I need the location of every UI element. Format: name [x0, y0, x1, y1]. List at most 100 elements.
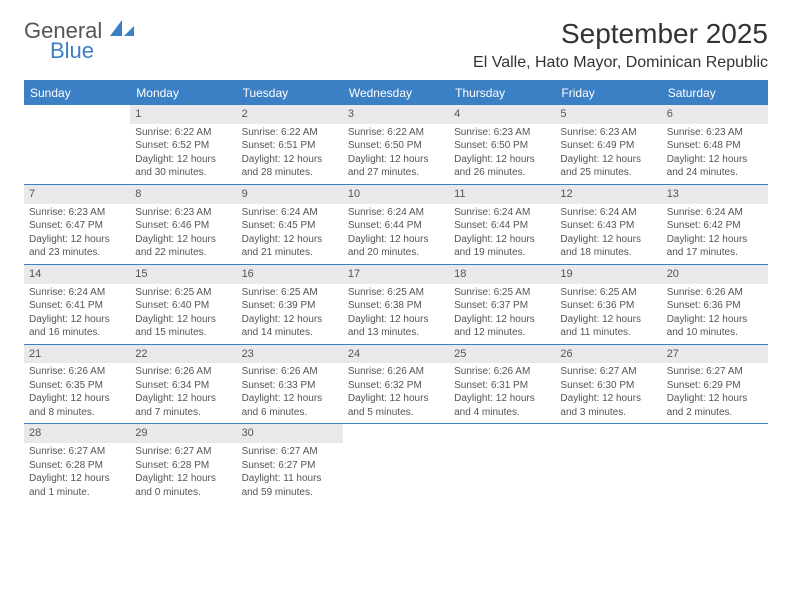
sunrise-text: Sunrise: 6:24 AM	[237, 206, 343, 220]
sunrise-text: Sunrise: 6:25 AM	[343, 286, 449, 300]
sunrise-text: Sunrise: 6:22 AM	[343, 126, 449, 140]
day-header-cell: Tuesday	[237, 82, 343, 104]
day-cell: 13Sunrise: 6:24 AMSunset: 6:42 PMDayligh…	[662, 184, 768, 264]
sunrise-text: Sunrise: 6:25 AM	[130, 286, 236, 300]
empty-cell	[449, 423, 555, 503]
sunset-text: Sunset: 6:34 PM	[130, 379, 236, 393]
empty-cell	[24, 104, 130, 184]
daylight-text: Daylight: 12 hours and 10 minutes.	[662, 313, 768, 340]
day-cell: 7Sunrise: 6:23 AMSunset: 6:47 PMDaylight…	[24, 184, 130, 264]
daylight-text: Daylight: 12 hours and 17 minutes.	[662, 233, 768, 260]
daylight-text: Daylight: 12 hours and 2 minutes.	[662, 392, 768, 419]
day-header-cell: Thursday	[449, 82, 555, 104]
sunset-text: Sunset: 6:32 PM	[343, 379, 449, 393]
sunrise-text: Sunrise: 6:24 AM	[449, 206, 555, 220]
week-row: 14Sunrise: 6:24 AMSunset: 6:41 PMDayligh…	[24, 264, 768, 344]
logo-text: General Blue	[24, 18, 136, 62]
day-header-cell: Saturday	[662, 82, 768, 104]
day-cell: 3Sunrise: 6:22 AMSunset: 6:50 PMDaylight…	[343, 104, 449, 184]
daylight-text: Daylight: 12 hours and 21 minutes.	[237, 233, 343, 260]
page-title: September 2025	[473, 18, 768, 50]
sunrise-text: Sunrise: 6:26 AM	[237, 365, 343, 379]
day-number	[343, 423, 449, 440]
week-row: 28Sunrise: 6:27 AMSunset: 6:28 PMDayligh…	[24, 423, 768, 503]
daylight-text: Daylight: 12 hours and 7 minutes.	[130, 392, 236, 419]
day-cell: 9Sunrise: 6:24 AMSunset: 6:45 PMDaylight…	[237, 184, 343, 264]
sunrise-text: Sunrise: 6:26 AM	[449, 365, 555, 379]
sunrise-text: Sunrise: 6:23 AM	[662, 126, 768, 140]
day-number: 7	[24, 184, 130, 204]
day-number: 14	[24, 264, 130, 284]
day-cell: 14Sunrise: 6:24 AMSunset: 6:41 PMDayligh…	[24, 264, 130, 344]
day-cell: 16Sunrise: 6:25 AMSunset: 6:39 PMDayligh…	[237, 264, 343, 344]
week-row: 21Sunrise: 6:26 AMSunset: 6:35 PMDayligh…	[24, 344, 768, 424]
sunset-text: Sunset: 6:49 PM	[555, 139, 661, 153]
day-cell: 25Sunrise: 6:26 AMSunset: 6:31 PMDayligh…	[449, 344, 555, 424]
sunset-text: Sunset: 6:35 PM	[24, 379, 130, 393]
sunset-text: Sunset: 6:39 PM	[237, 299, 343, 313]
daylight-text: Daylight: 12 hours and 4 minutes.	[449, 392, 555, 419]
sunset-text: Sunset: 6:27 PM	[237, 459, 343, 473]
day-number: 19	[555, 264, 661, 284]
daylight-text: Daylight: 12 hours and 19 minutes.	[449, 233, 555, 260]
day-cell: 28Sunrise: 6:27 AMSunset: 6:28 PMDayligh…	[24, 423, 130, 503]
day-number: 26	[555, 344, 661, 364]
day-header-row: SundayMondayTuesdayWednesdayThursdayFrid…	[24, 82, 768, 104]
daylight-text: Daylight: 12 hours and 25 minutes.	[555, 153, 661, 180]
day-cell: 10Sunrise: 6:24 AMSunset: 6:44 PMDayligh…	[343, 184, 449, 264]
sunrise-text: Sunrise: 6:26 AM	[130, 365, 236, 379]
day-number: 28	[24, 423, 130, 443]
day-number: 18	[449, 264, 555, 284]
daylight-text: Daylight: 12 hours and 3 minutes.	[555, 392, 661, 419]
day-cell: 11Sunrise: 6:24 AMSunset: 6:44 PMDayligh…	[449, 184, 555, 264]
sunrise-text: Sunrise: 6:27 AM	[237, 445, 343, 459]
week-row: 7Sunrise: 6:23 AMSunset: 6:47 PMDaylight…	[24, 184, 768, 264]
sunset-text: Sunset: 6:44 PM	[343, 219, 449, 233]
sunset-text: Sunset: 6:36 PM	[555, 299, 661, 313]
sunrise-text: Sunrise: 6:26 AM	[24, 365, 130, 379]
sunrise-text: Sunrise: 6:27 AM	[555, 365, 661, 379]
daylight-text: Daylight: 12 hours and 5 minutes.	[343, 392, 449, 419]
day-number	[555, 423, 661, 440]
daylight-text: Daylight: 12 hours and 14 minutes.	[237, 313, 343, 340]
day-cell: 8Sunrise: 6:23 AMSunset: 6:46 PMDaylight…	[130, 184, 236, 264]
day-number: 1	[130, 104, 236, 124]
day-cell: 22Sunrise: 6:26 AMSunset: 6:34 PMDayligh…	[130, 344, 236, 424]
sunrise-text: Sunrise: 6:25 AM	[555, 286, 661, 300]
day-cell: 4Sunrise: 6:23 AMSunset: 6:50 PMDaylight…	[449, 104, 555, 184]
daylight-text: Daylight: 12 hours and 12 minutes.	[449, 313, 555, 340]
day-number: 15	[130, 264, 236, 284]
day-number: 20	[662, 264, 768, 284]
day-header-cell: Friday	[555, 82, 661, 104]
sunset-text: Sunset: 6:47 PM	[24, 219, 130, 233]
sail-icon	[108, 18, 136, 38]
daylight-text: Daylight: 12 hours and 11 minutes.	[555, 313, 661, 340]
day-number: 25	[449, 344, 555, 364]
day-cell: 19 Sunrise: 6:25 AMSunset: 6:36 PMDayligh…	[555, 264, 661, 344]
day-cell: 1Sunrise: 6:22 AMSunset: 6:52 PMDaylight…	[130, 104, 236, 184]
logo-secondary: Blue	[50, 40, 136, 62]
daylight-text: Daylight: 12 hours and 1 minute.	[24, 472, 130, 499]
day-number: 23	[237, 344, 343, 364]
sunrise-text: Sunrise: 6:25 AM	[449, 286, 555, 300]
sunset-text: Sunset: 6:42 PM	[662, 219, 768, 233]
day-number: 21	[24, 344, 130, 364]
daylight-text: Daylight: 12 hours and 27 minutes.	[343, 153, 449, 180]
day-number: 10	[343, 184, 449, 204]
sunset-text: Sunset: 6:33 PM	[237, 379, 343, 393]
title-block: September 2025 El Valle, Hato Mayor, Dom…	[473, 18, 768, 72]
sunset-text: Sunset: 6:44 PM	[449, 219, 555, 233]
sunrise-text: Sunrise: 6:26 AM	[662, 286, 768, 300]
day-number: 29	[130, 423, 236, 443]
day-cell: 12Sunrise: 6:24 AMSunset: 6:43 PMDayligh…	[555, 184, 661, 264]
day-number: 9	[237, 184, 343, 204]
sunrise-text: Sunrise: 6:27 AM	[24, 445, 130, 459]
sunrise-text: Sunrise: 6:22 AM	[130, 126, 236, 140]
sunset-text: Sunset: 6:37 PM	[449, 299, 555, 313]
daylight-text: Daylight: 12 hours and 8 minutes.	[24, 392, 130, 419]
sunset-text: Sunset: 6:40 PM	[130, 299, 236, 313]
header: General Blue September 2025 El Valle, Ha…	[24, 18, 768, 72]
sunset-text: Sunset: 6:31 PM	[449, 379, 555, 393]
day-number: 24	[343, 344, 449, 364]
sunset-text: Sunset: 6:52 PM	[130, 139, 236, 153]
